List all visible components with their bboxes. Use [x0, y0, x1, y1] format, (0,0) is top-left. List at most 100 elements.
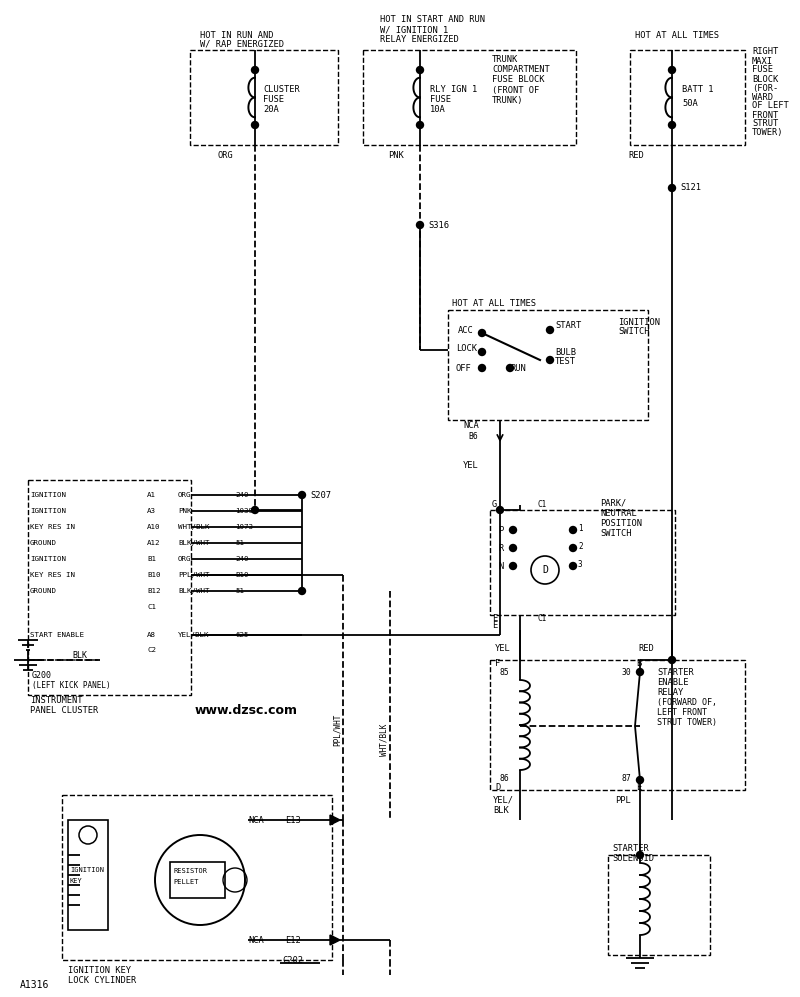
Text: A3: A3: [147, 508, 156, 514]
Text: E: E: [492, 613, 498, 622]
Text: E13: E13: [285, 816, 301, 825]
Circle shape: [669, 67, 675, 74]
Text: 1073: 1073: [235, 524, 253, 530]
Text: S207: S207: [310, 491, 331, 499]
Text: A1316: A1316: [20, 980, 50, 990]
Text: FUSE BLOCK: FUSE BLOCK: [492, 76, 545, 85]
Text: YEL/BLK: YEL/BLK: [178, 632, 210, 638]
Text: C1: C1: [537, 499, 546, 508]
Text: OFF: OFF: [456, 364, 472, 373]
Text: LOCK CYLINDER: LOCK CYLINDER: [68, 975, 136, 984]
Text: FUSE: FUSE: [430, 96, 451, 105]
Text: PANEL CLUSTER: PANEL CLUSTER: [30, 706, 98, 715]
Text: PPL/WHT: PPL/WHT: [178, 572, 210, 578]
Circle shape: [570, 562, 577, 569]
Circle shape: [506, 365, 514, 372]
Bar: [170, 862, 225, 898]
Text: NCA: NCA: [248, 816, 264, 825]
Text: ORG: ORG: [178, 556, 191, 562]
Text: 625: 625: [235, 632, 249, 638]
Bar: [448, 310, 648, 420]
Text: www.dzsc.com: www.dzsc.com: [195, 704, 298, 717]
Text: ACC: ACC: [458, 325, 474, 335]
Text: F: F: [495, 658, 500, 668]
Text: E12: E12: [285, 935, 301, 944]
Circle shape: [298, 492, 306, 498]
Text: A12: A12: [147, 540, 161, 546]
Circle shape: [546, 357, 554, 364]
Text: KEY RES IN: KEY RES IN: [30, 572, 75, 578]
Text: TRUNK: TRUNK: [492, 56, 518, 65]
Text: RELAY: RELAY: [657, 688, 683, 697]
Text: BULB: BULB: [555, 348, 576, 357]
Text: GROUND: GROUND: [30, 540, 57, 546]
Text: B1: B1: [147, 556, 156, 562]
Text: 20A: 20A: [263, 106, 278, 115]
Text: A1: A1: [147, 492, 156, 498]
Text: HOT IN START AND RUN: HOT IN START AND RUN: [380, 16, 485, 25]
Text: ORG: ORG: [178, 492, 191, 498]
Text: N: N: [498, 561, 503, 570]
Circle shape: [637, 851, 643, 858]
Text: WHT/BLK: WHT/BLK: [379, 724, 389, 756]
Text: YEL: YEL: [495, 643, 510, 652]
Text: B12: B12: [147, 588, 161, 594]
Text: S316: S316: [428, 220, 449, 229]
Text: BLK: BLK: [493, 806, 509, 815]
Circle shape: [478, 329, 486, 337]
Text: 87: 87: [622, 774, 632, 783]
Text: LEFT FRONT: LEFT FRONT: [657, 708, 707, 717]
Text: HOT AT ALL TIMES: HOT AT ALL TIMES: [635, 31, 719, 40]
Text: 10A: 10A: [430, 106, 446, 115]
Text: (FRONT OF: (FRONT OF: [492, 86, 539, 95]
Text: STRUT TOWER): STRUT TOWER): [657, 718, 717, 727]
Circle shape: [510, 562, 517, 569]
Text: MAXI: MAXI: [752, 57, 773, 66]
Text: IGNITION: IGNITION: [70, 867, 104, 873]
Text: W/ IGNITION 1: W/ IGNITION 1: [380, 26, 448, 35]
Text: D: D: [542, 565, 548, 575]
Text: BLOCK: BLOCK: [752, 75, 778, 84]
Text: LOCK: LOCK: [456, 344, 477, 353]
Text: G: G: [492, 499, 498, 508]
Circle shape: [251, 122, 258, 129]
Text: GROUND: GROUND: [30, 588, 57, 594]
Bar: [28, 480, 191, 695]
Text: (LEFT KICK PANEL): (LEFT KICK PANEL): [32, 681, 110, 690]
Text: 51: 51: [235, 588, 244, 594]
Bar: [363, 50, 576, 145]
Text: RUN: RUN: [510, 364, 526, 373]
Text: HOT IN RUN AND: HOT IN RUN AND: [200, 31, 274, 40]
Text: C2: C2: [147, 647, 156, 653]
Bar: [490, 660, 745, 790]
Text: FUSE: FUSE: [263, 96, 284, 105]
Circle shape: [497, 506, 503, 513]
Text: PPL/WHT: PPL/WHT: [333, 714, 342, 746]
Text: W/ RAP ENERGIZED: W/ RAP ENERGIZED: [200, 40, 284, 49]
Text: RELAY ENERGIZED: RELAY ENERGIZED: [380, 36, 458, 45]
Text: PNK: PNK: [178, 508, 191, 514]
Text: 50A: 50A: [682, 99, 698, 108]
Bar: [630, 50, 745, 145]
Text: KEY: KEY: [70, 878, 82, 884]
Text: RIGHT: RIGHT: [752, 48, 778, 57]
Circle shape: [417, 67, 423, 74]
Text: ENABLE: ENABLE: [657, 678, 689, 687]
Text: FRONT: FRONT: [752, 111, 778, 120]
Text: PPL: PPL: [615, 796, 630, 805]
Circle shape: [417, 122, 423, 129]
Text: NCA: NCA: [463, 421, 478, 430]
Circle shape: [478, 365, 486, 372]
Text: START ENABLE: START ENABLE: [30, 632, 84, 638]
Text: B10: B10: [235, 572, 249, 578]
Text: SWITCH: SWITCH: [618, 326, 650, 336]
Bar: [490, 510, 675, 615]
Text: WHT/BLK: WHT/BLK: [178, 524, 210, 530]
Text: D: D: [495, 783, 500, 792]
Text: PELLET: PELLET: [173, 879, 198, 885]
Text: OF LEFT: OF LEFT: [752, 102, 789, 111]
Text: 3: 3: [578, 559, 582, 568]
Text: YEL/: YEL/: [493, 796, 514, 805]
Text: IGNITION: IGNITION: [30, 508, 66, 514]
Text: CLUSTER: CLUSTER: [263, 86, 300, 95]
